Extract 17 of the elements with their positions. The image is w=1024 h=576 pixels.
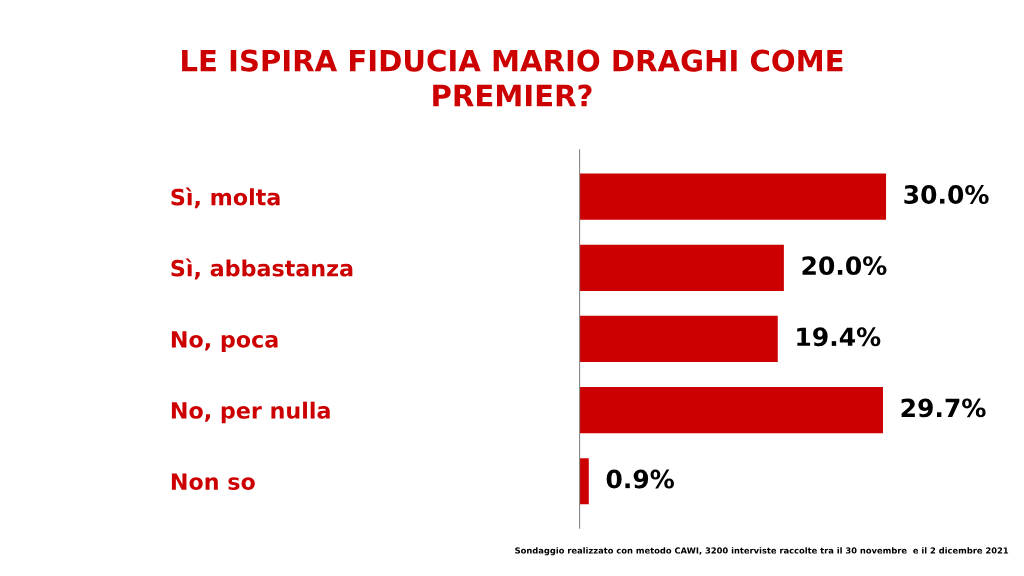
bar xyxy=(579,173,887,220)
y-tick-label: No, per nulla xyxy=(171,401,330,424)
bar xyxy=(579,386,883,434)
data-label: 0.9% xyxy=(606,469,674,489)
text: Sondaggio realizzato con metodo CAWI, 3200 interviste raccolte tra il 30 novembre e il 2 dicembre 2021 xyxy=(515,547,1009,556)
y-tick-label: Sì, molta xyxy=(171,187,280,209)
data-label: 20.0% xyxy=(802,256,887,276)
bar xyxy=(579,458,589,505)
chart-title: LE ISPIRA FIDUCIA MARIO DRAGHI COME PREMIER? xyxy=(182,49,843,107)
data-label: 30.0% xyxy=(904,185,989,204)
data-label: 19.4% xyxy=(797,327,881,347)
data-label: 29.7% xyxy=(901,398,986,418)
y-tick-label: No, poca xyxy=(171,331,278,353)
bar xyxy=(579,244,784,291)
bar xyxy=(579,315,778,363)
y-tick-label: Non so xyxy=(171,473,255,490)
y-tick-label: Sì, abbastanza xyxy=(171,258,353,280)
